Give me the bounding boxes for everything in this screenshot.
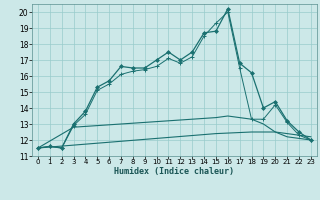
X-axis label: Humidex (Indice chaleur): Humidex (Indice chaleur) <box>115 167 234 176</box>
